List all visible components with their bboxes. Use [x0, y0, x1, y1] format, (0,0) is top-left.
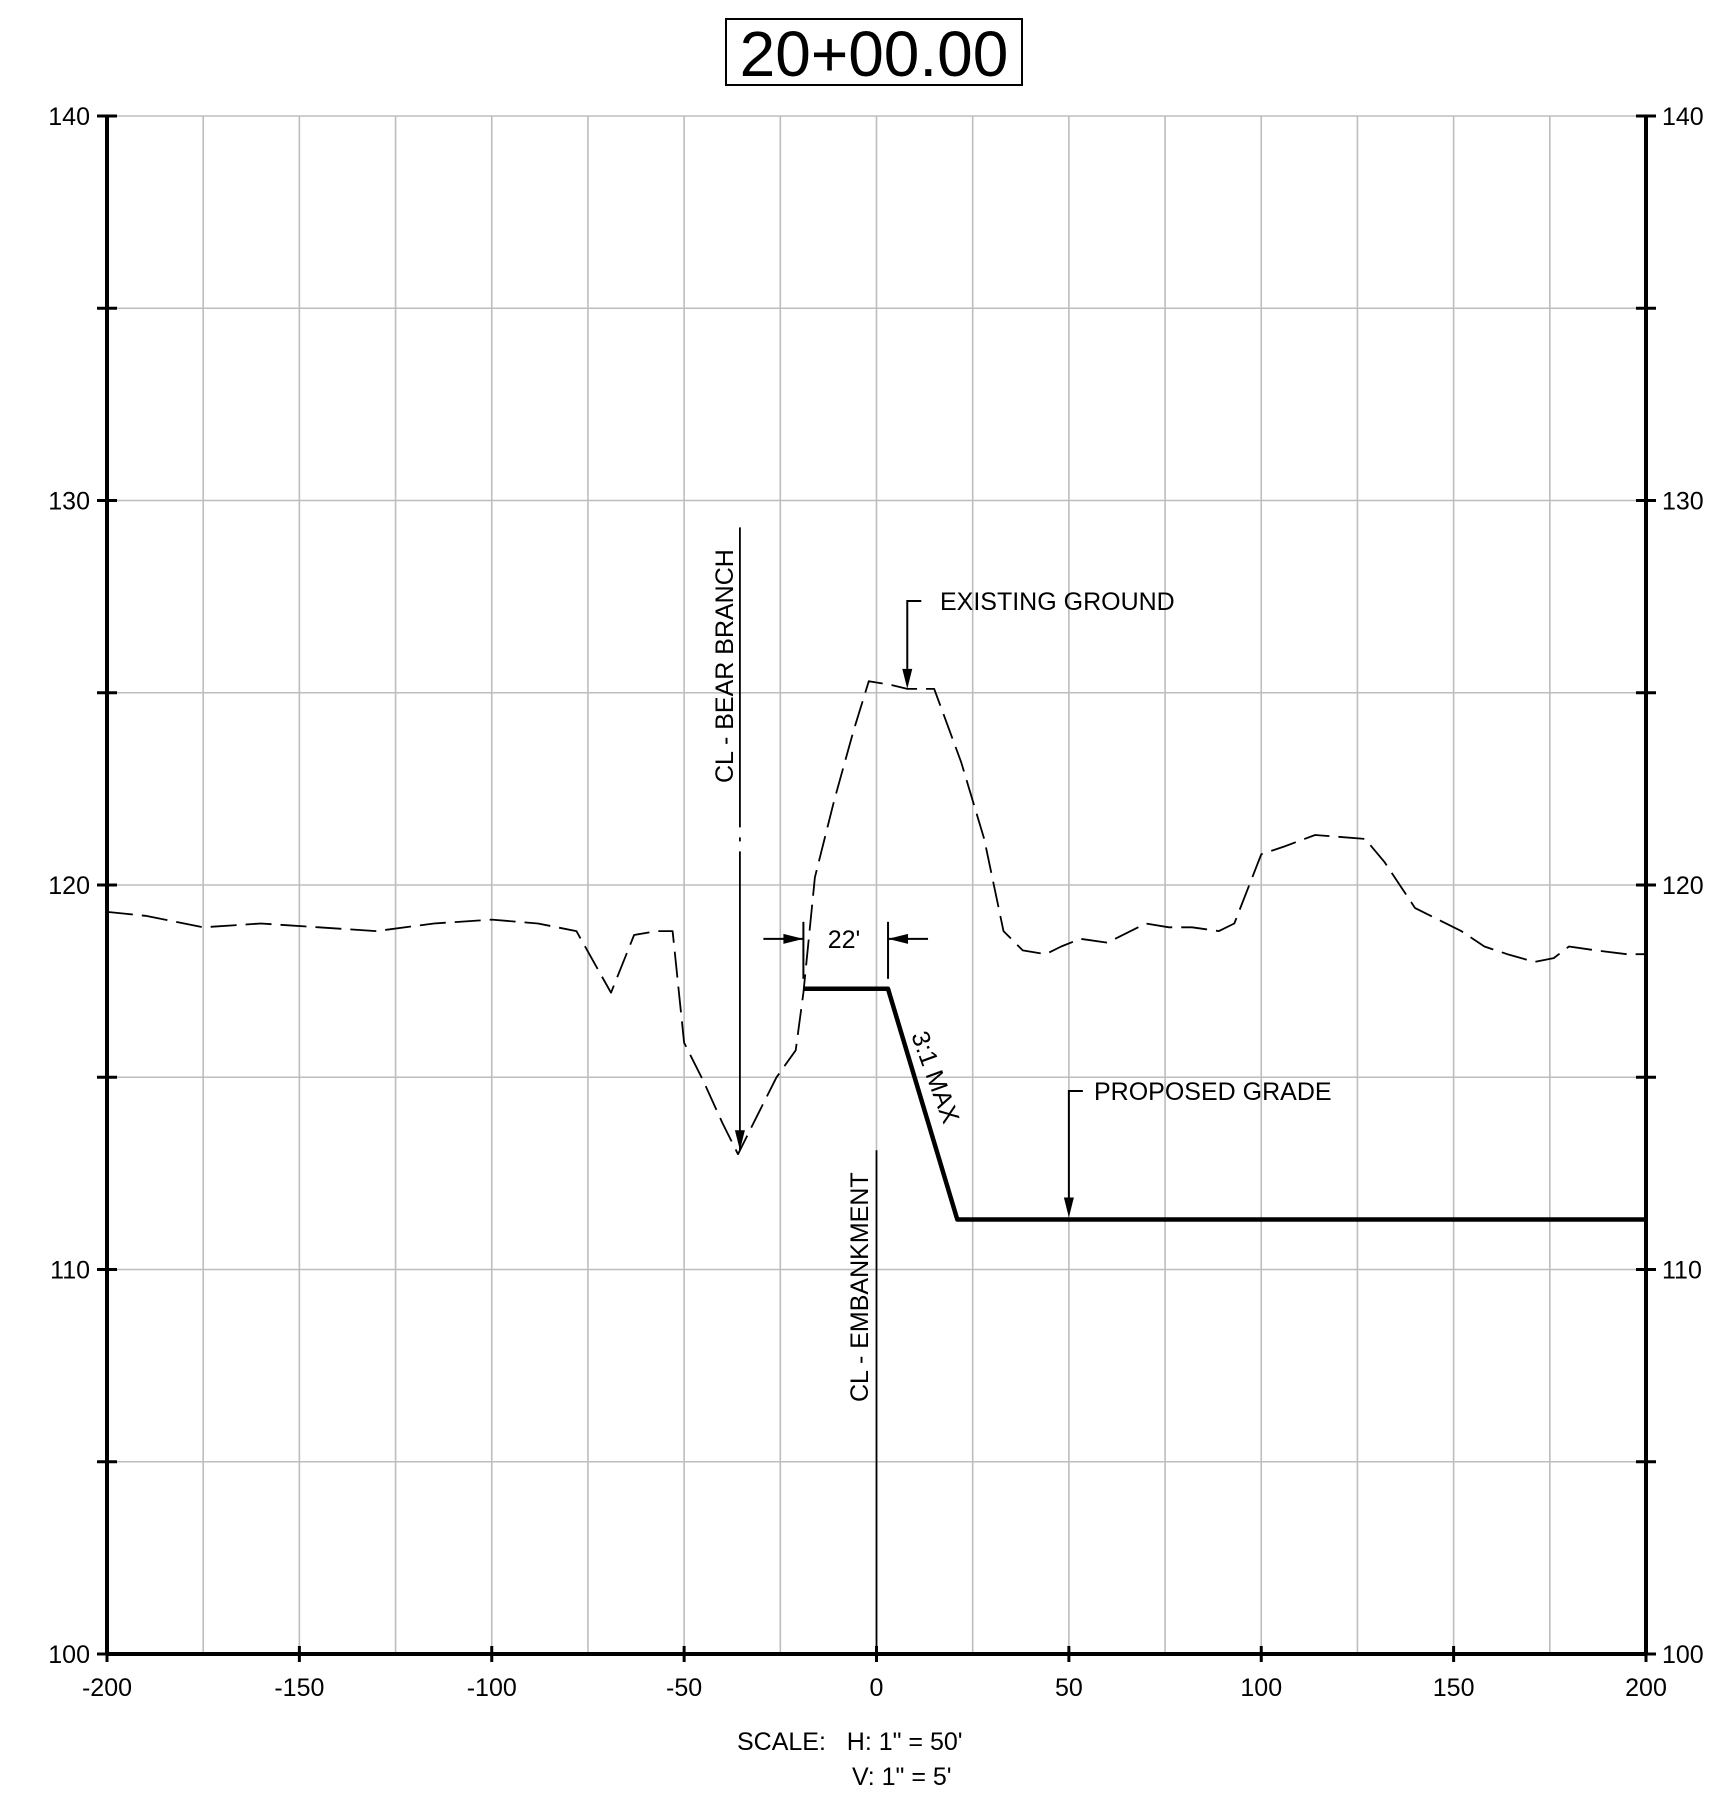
plot-series — [106, 680, 1646, 1222]
proposed-grade-line — [803, 986, 1646, 1222]
y-tick-label-right: 140 — [1662, 103, 1704, 131]
scale-v-label: V: 1" = 5' — [852, 1763, 952, 1791]
proposed-grade-label: PROPOSED GRADE — [1094, 1078, 1332, 1106]
proposed-grade-arrowhead — [1063, 1197, 1074, 1218]
dimension-arrowhead-left — [783, 933, 804, 944]
y-tick-label-right: 130 — [1662, 488, 1704, 516]
existing-ground-line — [106, 680, 1646, 1156]
dimension-arrowhead-right — [888, 933, 909, 944]
grid — [107, 115, 1646, 1654]
x-tick-label: -200 — [82, 1674, 132, 1702]
x-tick-label: -150 — [274, 1674, 324, 1702]
y-tick-label-left: 100 — [48, 1641, 90, 1669]
x-tick-label: -50 — [666, 1674, 702, 1702]
x-tick-label: 200 — [1625, 1674, 1667, 1702]
existing-ground-label: EXISTING GROUND — [940, 588, 1175, 616]
y-tick-label-left: 130 — [48, 488, 90, 516]
x-tick-label: 100 — [1240, 1674, 1282, 1702]
existing-ground-arrowhead — [902, 668, 913, 689]
y-tick-label-left: 110 — [50, 1257, 90, 1285]
x-tick-label: 0 — [870, 1674, 884, 1702]
title-box — [725, 18, 1023, 86]
y-tick-label-right: 100 — [1662, 1641, 1704, 1669]
existing-ground-leader — [906, 600, 922, 669]
proposed-grade-leader — [1067, 1090, 1083, 1200]
scale-h-label: SCALE: H: 1" = 50' — [737, 1728, 963, 1756]
page-title: 20+00.00 — [740, 18, 1009, 90]
cl-bear-branch-label: CL - BEAR BRANCH — [711, 549, 739, 783]
annotations — [734, 527, 1083, 1654]
y-tick-label-left: 120 — [48, 872, 90, 900]
cl-embankment-label: CL - EMBANKMENT — [846, 1172, 874, 1402]
cl-bear-branch-arrowhead — [734, 1130, 745, 1151]
x-tick-label: 150 — [1433, 1674, 1475, 1702]
y-tick-label-left: 140 — [48, 103, 90, 131]
x-tick-label: 50 — [1055, 1674, 1083, 1702]
y-tick-label-right: 110 — [1662, 1257, 1702, 1285]
y-tick-label-right: 120 — [1662, 872, 1704, 900]
x-tick-label: -100 — [467, 1674, 517, 1702]
top-width-label: 22' — [828, 926, 861, 954]
